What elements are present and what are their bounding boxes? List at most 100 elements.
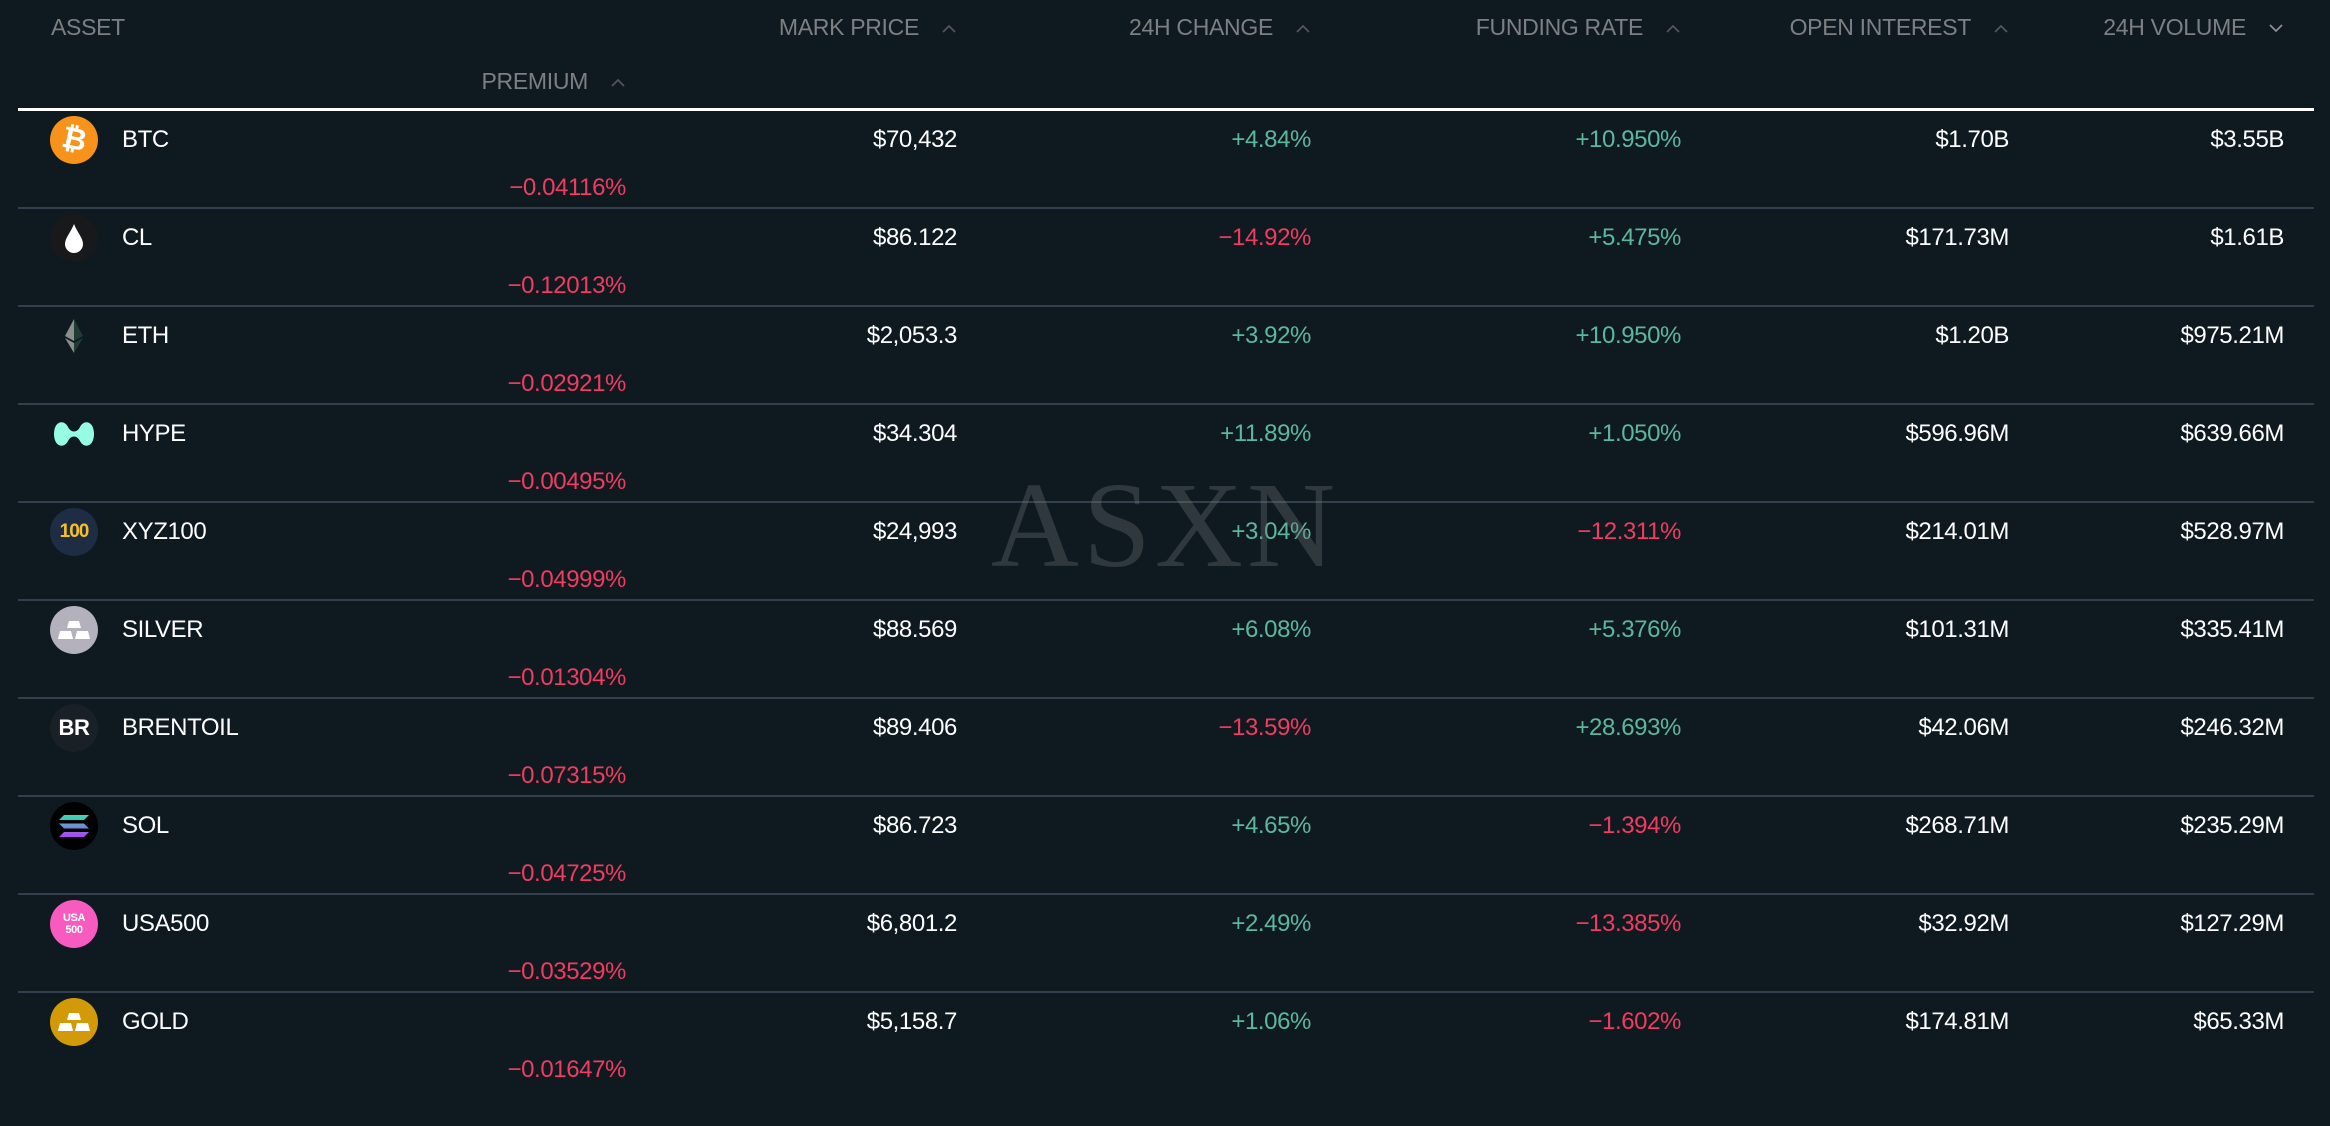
table-row[interactable]: SILVER $88.569 +6.08% +5.376% $101.31M $335.4… [18,601,2314,699]
premium-value: −0.01304% [507,664,626,691]
funding-rate-value: +5.376% [1588,616,1681,643]
sort-chevron-down-icon[interactable] [2268,17,2284,38]
premium-value: −0.04725% [507,860,626,887]
bitcoin-icon: ₿ [50,116,98,164]
column-header-label: 24H VOLUME [2103,13,2246,40]
funding-rate-value: −13.385% [1575,910,1681,937]
mark-price-value: $5,158.7 [866,1008,958,1035]
asset-cell: USA 500 USA500 [18,900,626,948]
funding-rate-value: +5.475% [1588,224,1681,251]
asset-cell: 100 XYZ100 [18,508,626,556]
open-interest-value: $214.01M [1905,518,2009,545]
column-header-label: ASSET [51,13,125,40]
table-row[interactable]: 100 XYZ100 $24,993 +3.04% −12.311% $214.01M $5… [18,503,2314,601]
24h-volume-value: $235.29M [2180,812,2284,839]
table-row[interactable]: CL $86.122 −14.92% +5.475% $171.73M $1.61B −0.… [18,209,2314,307]
column-header-label: 24H CHANGE [1129,13,1273,40]
column-header-label: MARK PRICE [778,13,919,40]
asset-name: HYPE [122,420,186,447]
table-header: ASSET MARK PRICE 24H CHANGE FUNDING RATE OPE… [18,0,2314,111]
24h-change-value: +4.84% [1231,126,1311,153]
asset-cell: HYPE [18,410,626,458]
open-interest-value: $268.71M [1905,812,2009,839]
sort-chevron-up-icon[interactable] [610,71,626,92]
ethereum-icon [50,312,98,360]
funding-rate-value: +10.950% [1575,322,1681,349]
mark-price-value: $89.406 [873,714,957,741]
xyz100-icon: 100 [50,508,98,556]
column-header-label: OPEN INTEREST [1789,13,1972,40]
icon-text: USA 500 [62,912,86,936]
open-interest-value: $1.70B [1935,126,2009,153]
table-row[interactable]: ₿ BTC $70,432 +4.84% +10.950% $1.70B $3.55B −0.… [18,111,2314,209]
column-header-mark-price[interactable]: MARK PRICE [626,14,957,41]
icon-text: 100 [59,521,90,542]
table-row[interactable]: BR BRENTOIL $89.406 −13.59% +28.693% $42.06M $… [18,699,2314,797]
asset-name: SILVER [122,616,204,643]
column-header-asset[interactable]: ASSET [18,14,626,41]
sort-chevron-up-icon[interactable] [941,17,957,38]
24h-change-value: +3.92% [1231,322,1311,349]
premium-value: −0.00495% [507,468,626,495]
open-interest-value: $32.92M [1918,910,2009,937]
sort-chevron-up-icon[interactable] [1295,17,1311,38]
asset-cell: GOLD [18,998,626,1046]
hyperliquid-icon [50,410,98,458]
24h-volume-value: $127.29M [2180,910,2284,937]
24h-change-value: +2.49% [1231,910,1311,937]
table-row[interactable]: HYPE $34.304 +11.89% +1.050% $596.96M $639.66… [18,405,2314,503]
column-header-funding-rate[interactable]: FUNDING RATE [1311,14,1681,41]
mark-price-value: $6,801.2 [866,910,958,937]
icon-text: ₿ [58,120,90,159]
markets-table: ASSET MARK PRICE 24H CHANGE FUNDING RATE OPE… [18,0,2314,1089]
brentoil-icon: BR [50,704,98,752]
24h-change-value: +1.06% [1231,1008,1311,1035]
icon-text: BR [58,715,90,740]
funding-rate-value: +1.050% [1588,420,1681,447]
asset-cell: SOL [18,802,626,850]
column-header-premium[interactable]: PREMIUM [18,68,626,95]
open-interest-value: $101.31M [1905,616,2009,643]
premium-value: −0.12013% [507,272,626,299]
open-interest-value: $42.06M [1918,714,2009,741]
mark-price-value: $86.122 [873,224,957,251]
column-header-label: PREMIUM [481,67,588,94]
silver-bars-icon [50,606,98,654]
column-header-24h-volume[interactable]: 24H VOLUME [2009,14,2284,41]
24h-volume-value: $528.97M [2180,518,2284,545]
24h-change-value: +11.89% [1220,420,1311,447]
premium-value: −0.04116% [509,174,626,201]
24h-volume-value: $1.61B [2210,224,2284,251]
24h-volume-value: $246.32M [2180,714,2284,741]
asset-name: SOL [122,812,169,839]
column-header-24h-change[interactable]: 24H CHANGE [957,14,1311,41]
24h-volume-value: $65.33M [2193,1008,2284,1035]
premium-value: −0.03529% [507,958,626,985]
sort-chevron-up-icon[interactable] [1665,17,1681,38]
column-header-open-interest[interactable]: OPEN INTEREST [1681,14,2009,41]
table-row[interactable]: USA 500 USA500 $6,801.2 +2.49% −13.385% $32.9… [18,895,2314,993]
solana-icon [50,802,98,850]
funding-rate-value: +28.693% [1575,714,1681,741]
funding-rate-value: −1.602% [1588,1008,1681,1035]
sort-chevron-up-icon[interactable] [1993,17,2009,38]
24h-change-value: −14.92% [1218,224,1311,251]
mark-price-value: $88.569 [873,616,957,643]
table-row[interactable]: SOL $86.723 +4.65% −1.394% $268.71M $235.29M −… [18,797,2314,895]
table-row[interactable]: GOLD $5,158.7 +1.06% −1.602% $174.81M $65.33M… [18,993,2314,1089]
mark-price-value: $24,993 [873,518,957,545]
asset-cell: BR BRENTOIL [18,704,626,752]
24h-change-value: −13.59% [1218,714,1311,741]
premium-value: −0.02921% [507,370,626,397]
funding-rate-value: −12.311% [1577,518,1681,545]
mark-price-value: $86.723 [873,812,957,839]
asset-cell: ETH [18,312,626,360]
premium-value: −0.01647% [507,1056,626,1083]
table-row[interactable]: ETH $2,053.3 +3.92% +10.950% $1.20B $975.21M −… [18,307,2314,405]
open-interest-value: $174.81M [1905,1008,2009,1035]
asset-name: USA500 [122,910,209,937]
open-interest-value: $171.73M [1905,224,2009,251]
asset-name: CL [122,224,152,251]
mark-price-value: $70,432 [873,126,957,153]
table-body: ₿ BTC $70,432 +4.84% +10.950% $1.70B $3.55B −0.… [18,111,2314,1089]
